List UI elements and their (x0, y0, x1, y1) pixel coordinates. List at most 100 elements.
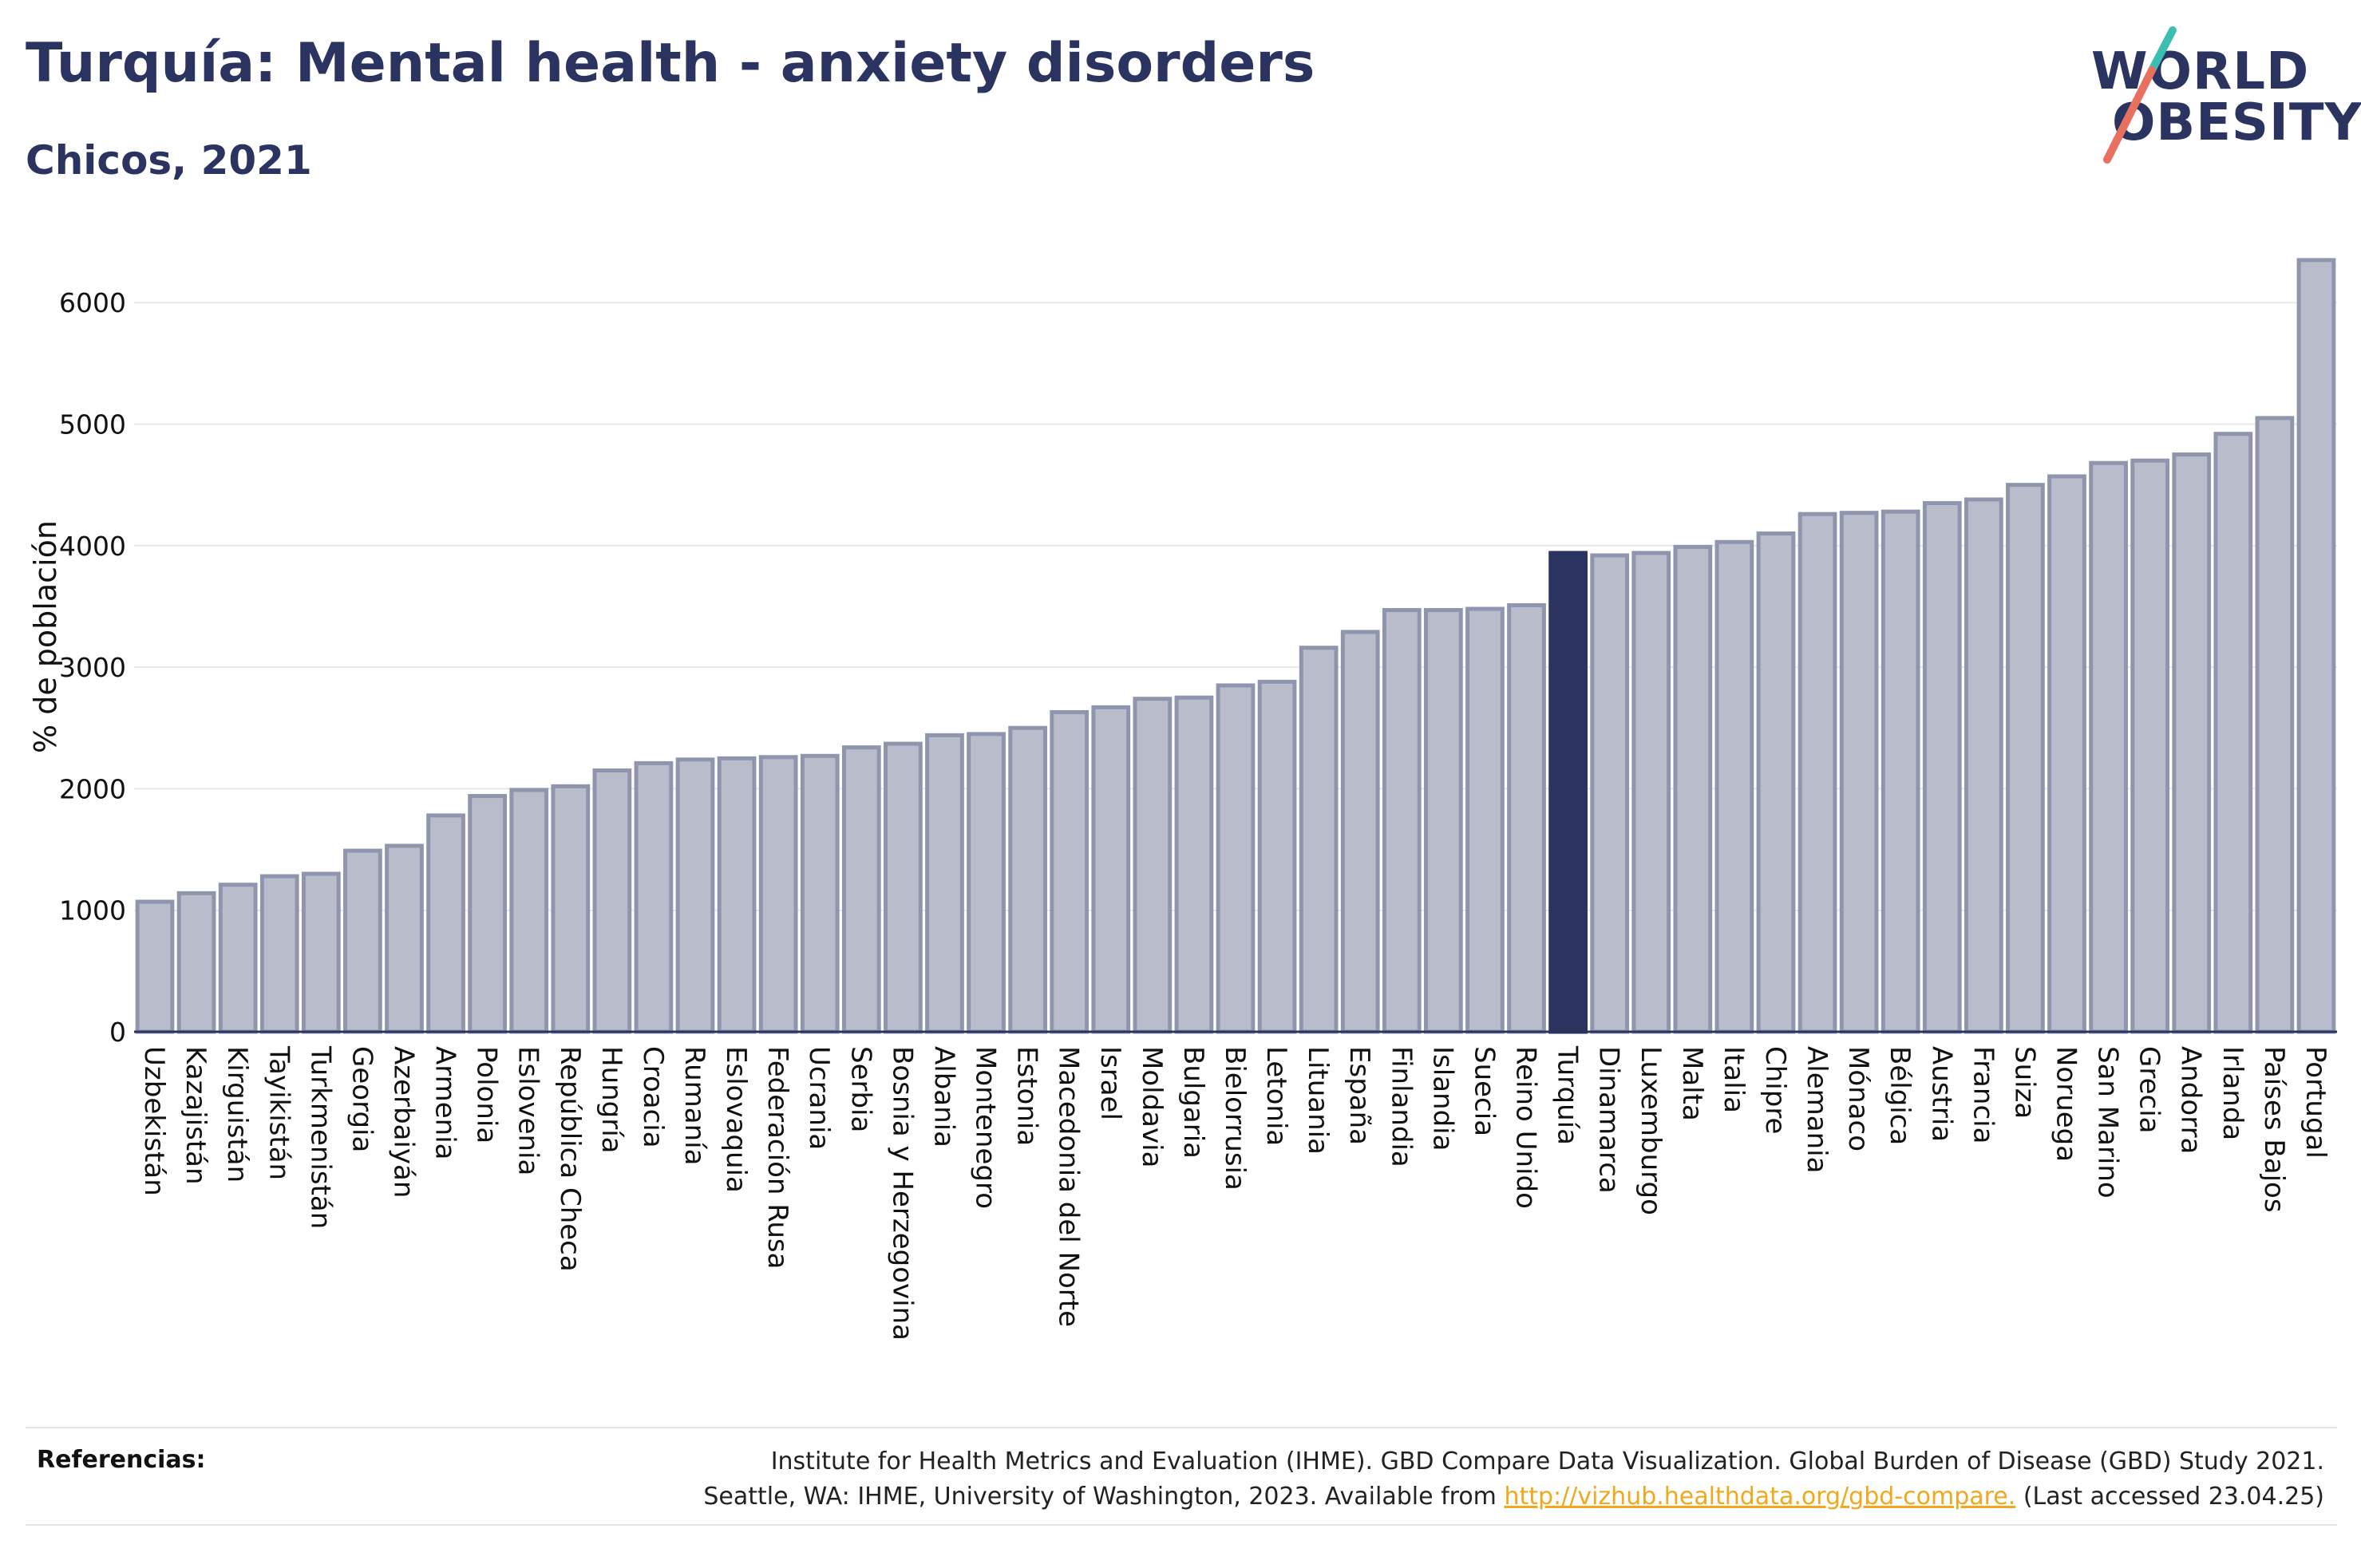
bar (2172, 452, 2212, 1034)
bar (2296, 258, 2336, 1034)
x-tick-label: Macedonia del Norte (1053, 1046, 1085, 1327)
x-tick-label: Israel (1094, 1046, 1126, 1120)
x-tick-label: Portugal (2300, 1046, 2331, 1159)
bar (717, 756, 757, 1034)
bar (218, 883, 258, 1034)
bar (1714, 539, 1754, 1034)
references-line-2-suffix: (Last accessed 23.04.25) (2015, 1483, 2324, 1511)
source-link[interactable]: http://vizhub.healthdata.org/gbd-compare… (1504, 1483, 2016, 1511)
x-tick-label: Alemania (1801, 1046, 1833, 1173)
references-text: Institute for Health Metrics and Evaluat… (703, 1444, 2324, 1515)
bar (1257, 679, 1297, 1034)
y-tick-label: 1000 (59, 895, 126, 926)
bar (1964, 497, 2003, 1034)
x-tick-label: Serbia (844, 1046, 876, 1132)
references-line-2-text: Seattle, WA: IHME, University of Washing… (703, 1483, 1505, 1511)
x-tick-label: Luxemburgo (1635, 1046, 1667, 1215)
bar (1050, 709, 1090, 1034)
bar (385, 843, 424, 1034)
bar (551, 784, 591, 1034)
x-tick-label: España (1343, 1046, 1375, 1145)
y-tick-label: 0 (109, 1017, 126, 1048)
y-tick-label: 5000 (59, 409, 126, 440)
bar (758, 755, 798, 1034)
bar (1216, 683, 1256, 1034)
x-tick-label: Georgia (346, 1046, 378, 1152)
x-tick-label: Kirguistán (221, 1046, 253, 1183)
chart-subtitle: Chicos, 2021 (26, 137, 312, 184)
references-line-2: Seattle, WA: IHME, University of Washing… (703, 1479, 2324, 1515)
x-tick-label: Turkmenistán (304, 1045, 336, 1229)
x-tick-label: Países Bajos (2258, 1046, 2290, 1213)
bar (426, 813, 465, 1034)
x-tick-label: Eslovaquia (720, 1046, 752, 1193)
references-label: Referencias: (37, 1446, 206, 1474)
bar (841, 745, 881, 1034)
x-tick-label: Italia (1718, 1046, 1750, 1113)
x-tick-label: Turquía (1552, 1045, 1584, 1145)
bar (1839, 511, 1879, 1034)
bar (1299, 646, 1339, 1034)
bar (2255, 416, 2295, 1034)
references-line-1: Institute for Health Metrics and Evaluat… (770, 1448, 2324, 1475)
x-tick-label: Andorra (2175, 1046, 2207, 1154)
x-tick-label: Estonia (1011, 1046, 1043, 1146)
bar (176, 891, 216, 1034)
y-tick-label: 2000 (59, 773, 126, 804)
x-tick-label: Bielorrusia (1219, 1046, 1251, 1191)
x-tick-label: Ucrania (803, 1046, 835, 1150)
x-tick-label: Azerbaiyán (387, 1046, 419, 1198)
bar (1174, 695, 1214, 1034)
bar (884, 741, 923, 1034)
bar (468, 794, 508, 1034)
x-tick-label: Grecia (2134, 1046, 2165, 1133)
bar (592, 768, 632, 1034)
x-tick-label: Islandia (1426, 1046, 1458, 1151)
x-tick-label: Finlandia (1385, 1046, 1417, 1167)
bar (675, 757, 715, 1034)
x-tick-label: Suiza (2008, 1046, 2040, 1119)
x-tick-label: Hungría (595, 1046, 627, 1154)
x-tick-label: Francia (1967, 1046, 1999, 1143)
chart-title: Turquía: Mental health - anxiety disorde… (26, 32, 1315, 95)
bar (1507, 602, 1546, 1034)
x-tick-label: Bulgaria (1177, 1046, 1209, 1159)
bar (1133, 697, 1173, 1034)
bar (1382, 608, 1422, 1034)
bar (1673, 544, 1713, 1034)
bar (967, 732, 1006, 1034)
x-tick-label: Mónaco (1842, 1046, 1874, 1151)
bar (259, 874, 299, 1034)
x-tick-label: Montenegro (970, 1046, 1002, 1209)
bar (509, 788, 549, 1034)
bar-highlight (1548, 551, 1588, 1034)
x-tick-label: Irlanda (2217, 1046, 2248, 1140)
bar (1340, 630, 1380, 1034)
x-tick-label: Polonia (471, 1046, 503, 1143)
x-tick-label: Dinamarca (1593, 1046, 1625, 1194)
bar (2213, 432, 2253, 1034)
logo-text-world: WORLD (2091, 42, 2310, 101)
bar (2089, 460, 2128, 1034)
y-tick-label: 3000 (59, 652, 126, 683)
x-tick-label: Bosnia y Herzegovina (886, 1046, 918, 1341)
y-tick-label: 6000 (59, 287, 126, 318)
bar (2130, 458, 2170, 1034)
x-tick-label: Albania (927, 1046, 959, 1147)
y-axis-label: % de población (28, 520, 63, 753)
bar (1922, 500, 1962, 1034)
bar (1465, 606, 1505, 1034)
bar (135, 899, 175, 1034)
bar (1590, 553, 1630, 1034)
x-tick-label: Kazajistán (180, 1046, 212, 1185)
x-tick-label: Moldavia (1136, 1046, 1168, 1167)
footer-divider-bottom (26, 1524, 2337, 1526)
bar (1880, 509, 1920, 1034)
x-tick-label: Tayikistán (263, 1045, 295, 1180)
bar (1424, 608, 1463, 1034)
x-tick-label: Letonia (1260, 1046, 1292, 1146)
bar (925, 733, 964, 1034)
x-tick-label: República Checa (554, 1046, 586, 1272)
x-tick-label: Chipre (1759, 1046, 1791, 1134)
bar (1091, 705, 1131, 1034)
